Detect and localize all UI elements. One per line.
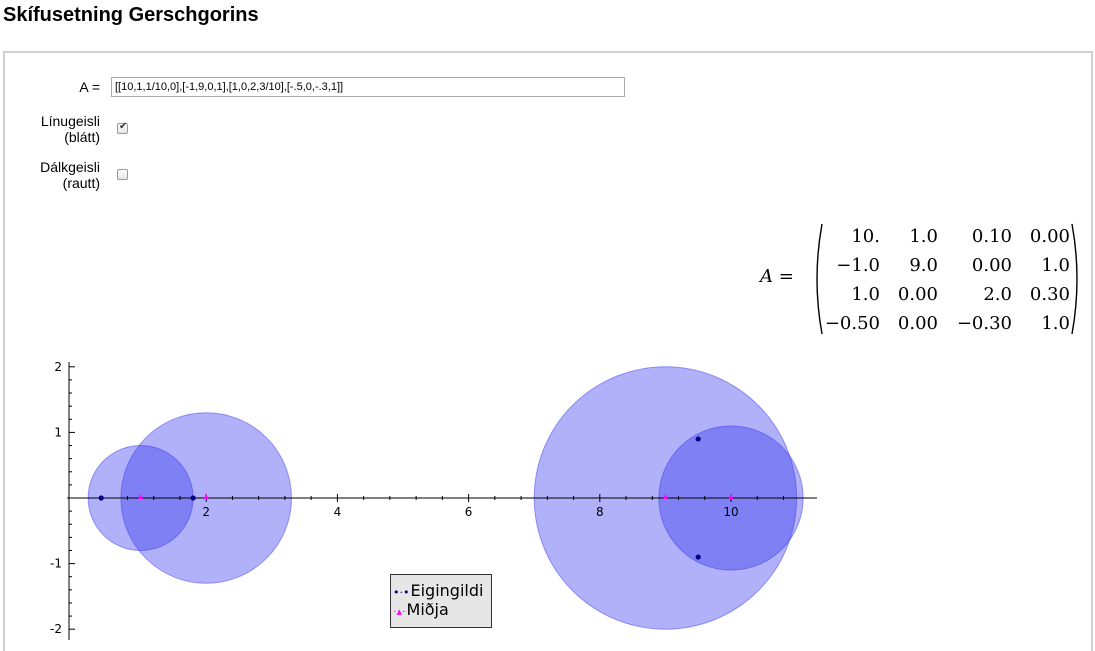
checkmark-icon: ✔ xyxy=(119,121,128,132)
legend: •·•Eigingildi ·▴·Miðja xyxy=(390,574,492,628)
y-tick-label: 1 xyxy=(54,425,62,439)
matrix-cell: 0.00 xyxy=(971,255,1012,276)
eigenvalue-marker-icon: •·• xyxy=(393,586,410,599)
eigenvalue-point xyxy=(695,436,701,442)
row-discs-label-line2: (blátt) xyxy=(64,129,100,145)
row-discs-label-line1: Línugeisli xyxy=(40,113,100,129)
center-marker-icon: ·▴· xyxy=(393,605,406,618)
x-tick-label: 2 xyxy=(202,505,210,519)
column-discs-label: Dálkgeisli (rautt) xyxy=(10,159,100,191)
row-discs-checkbox[interactable]: ✔ xyxy=(117,121,128,134)
matrix-cell: 0.00 xyxy=(1029,226,1070,247)
matrix-cell: −0.50 xyxy=(824,313,880,334)
matrix-cell: 1.0 xyxy=(851,284,880,305)
x-tick-label: 6 xyxy=(465,505,473,519)
center-marker xyxy=(662,494,668,499)
right-paren xyxy=(1071,223,1078,335)
matrix-lhs: A = xyxy=(760,266,794,287)
center-marker xyxy=(203,494,209,499)
legend-item-eigenvalues: •·•Eigingildi xyxy=(393,581,484,600)
matrix-cell: 1.0 xyxy=(1041,313,1070,334)
matrix-cell: 9.0 xyxy=(909,255,938,276)
matrix-cell: 0.10 xyxy=(971,226,1012,247)
matrix-cell: 10. xyxy=(851,226,880,247)
y-tick-label: 2 xyxy=(54,360,62,374)
matrix-cell: 1.0 xyxy=(1041,255,1070,276)
left-paren xyxy=(816,223,823,335)
eigenvalue-point xyxy=(190,495,196,501)
matrix-cell: 0.30 xyxy=(1029,284,1070,305)
matrix-input[interactable] xyxy=(111,77,625,97)
column-discs-checkbox[interactable] xyxy=(117,169,128,180)
eigenvalue-point xyxy=(98,495,104,501)
center-marker xyxy=(138,494,144,499)
matrix-cell: 0.00 xyxy=(897,313,938,334)
column-discs-label-line1: Dálkgeisli xyxy=(40,159,100,175)
x-tick-label: 4 xyxy=(334,505,342,519)
y-tick-label: -1 xyxy=(50,557,62,571)
matrix-cell: −1.0 xyxy=(836,255,880,276)
center-marker xyxy=(728,494,734,499)
row-discs-label: Línugeisli (blátt) xyxy=(10,113,100,145)
column-discs-label-line2: (rautt) xyxy=(62,175,100,191)
gerschgorin-plot: 2 4 6 8 10 2 1 -1 -2 xyxy=(50,360,817,640)
interact-panel xyxy=(3,51,1093,651)
matrix-cell: 2.0 xyxy=(983,284,1012,305)
y-tick-label: -2 xyxy=(50,622,62,636)
legend-item-centers: ·▴·Miðja xyxy=(393,600,449,619)
matrix-cell: −0.30 xyxy=(956,313,1012,334)
eigenvalue-point xyxy=(695,554,701,560)
matrix-cell: 1.0 xyxy=(909,226,938,247)
page-title: Skífusetning Gerschgorins xyxy=(3,4,259,26)
x-tick-label: 10 xyxy=(723,505,738,519)
x-tick-label: 8 xyxy=(596,505,604,519)
matrix-cell: 0.00 xyxy=(897,284,938,305)
matrix-label: A = xyxy=(79,79,100,95)
